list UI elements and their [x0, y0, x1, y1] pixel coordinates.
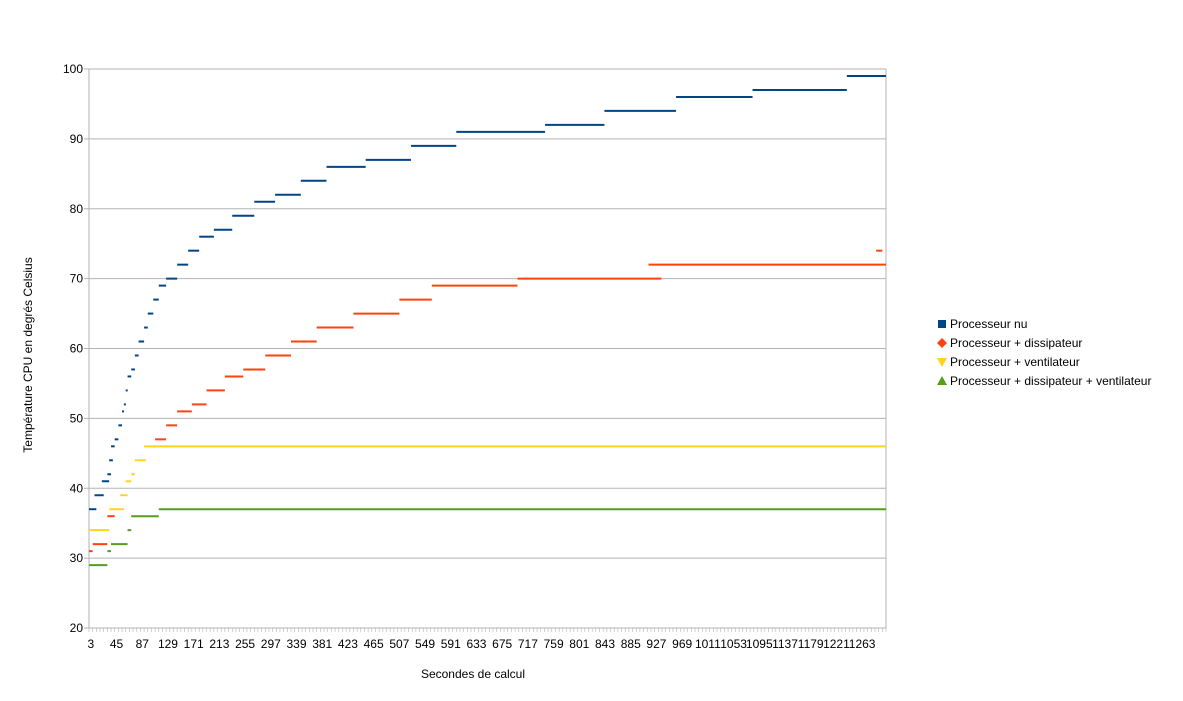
- x-tick-label: 591: [441, 637, 461, 651]
- triangle-down-marker-icon: [936, 356, 948, 368]
- x-tick-label: 969: [672, 637, 692, 651]
- x-tick-label: 717: [518, 637, 538, 651]
- grid-lines: [84, 68, 886, 629]
- x-tick-label: 843: [595, 637, 615, 651]
- x-tick-label: 1179: [798, 637, 824, 651]
- x-tick-label: 297: [261, 637, 281, 651]
- x-tick-label: 759: [544, 637, 564, 651]
- x-tick-label: 507: [389, 637, 409, 651]
- x-tick-label: 1137: [772, 637, 798, 651]
- x-tick-label: 339: [286, 637, 306, 651]
- legend-label: Processeur nu: [950, 316, 1028, 331]
- y-tick-label: 20: [70, 621, 84, 635]
- legend-item-processeur-dissipateur: Processeur + dissipateur: [936, 333, 1151, 352]
- x-tick-label: 465: [364, 637, 384, 651]
- x-tick-label: 381: [312, 637, 332, 651]
- series-layer: [89, 74, 886, 567]
- y-tick-label: 50: [70, 411, 84, 425]
- y-tick-label: 90: [70, 132, 84, 146]
- x-tick-label: 675: [492, 637, 512, 651]
- series-1: [89, 74, 886, 511]
- x-tick-label: 1095: [746, 637, 773, 651]
- legend: Processeur nu Processeur + dissipateur P…: [936, 314, 1151, 390]
- square-marker-icon: [936, 318, 948, 330]
- x-tick-label: 3: [87, 637, 94, 651]
- x-tick-label: 549: [415, 637, 435, 651]
- x-tick-label: 1221: [823, 637, 850, 651]
- y-tick-label: 30: [70, 551, 84, 565]
- x-tick-label: 633: [466, 637, 486, 651]
- x-tick-label: 129: [158, 637, 178, 651]
- legend-label: Processeur + ventilateur: [950, 354, 1080, 369]
- x-tick-label: 255: [235, 637, 255, 651]
- y-tick-label: 100: [63, 62, 83, 76]
- y-tick-label: 80: [70, 202, 84, 216]
- y-tick-label: 70: [70, 272, 84, 286]
- x-tick-label: 423: [338, 637, 358, 651]
- y-tick-labels: 20 30 40 50 60 70 80 90 100: [63, 62, 83, 635]
- x-tick-label: 927: [646, 637, 666, 651]
- x-tick-label: 213: [209, 637, 229, 651]
- legend-label: Processeur + dissipateur + ventilateur: [950, 373, 1152, 388]
- x-tick-label: 885: [621, 637, 641, 651]
- legend-item-processeur-nu: Processeur nu: [936, 314, 1151, 333]
- legend-label: Processeur + dissipateur: [950, 335, 1083, 350]
- x-tick-label: 801: [569, 637, 589, 651]
- x-tick-label: 171: [184, 637, 204, 651]
- y-tick-label: 60: [70, 342, 84, 356]
- axes: [88, 69, 887, 632]
- x-tick-label: 45: [110, 637, 124, 651]
- x-tick-label: 1263: [849, 637, 876, 651]
- y-tick-label: 40: [70, 481, 84, 495]
- triangle-up-marker-icon: [936, 375, 948, 387]
- x-tick-labels: 3 45 87 129 171 213 255 297 339 381 423 465 507 549 59…: [87, 637, 875, 651]
- y-axis-title: Température CPU en degrés Celsius: [21, 257, 35, 452]
- series-4: [89, 508, 886, 567]
- x-tick-label: 1053: [720, 637, 747, 651]
- series-2: [89, 249, 886, 553]
- x-axis-title: Secondes de calcul: [421, 667, 525, 681]
- diamond-marker-icon: [936, 337, 948, 349]
- x-tick-label: 1011: [695, 637, 721, 651]
- x-tick-label: 87: [136, 637, 150, 651]
- legend-item-processeur-ventilateur: Processeur + ventilateur: [936, 352, 1151, 371]
- legend-item-processeur-dissipateur-ventilateur: Processeur + dissipateur + ventilateur: [936, 371, 1151, 390]
- series-3: [89, 445, 886, 532]
